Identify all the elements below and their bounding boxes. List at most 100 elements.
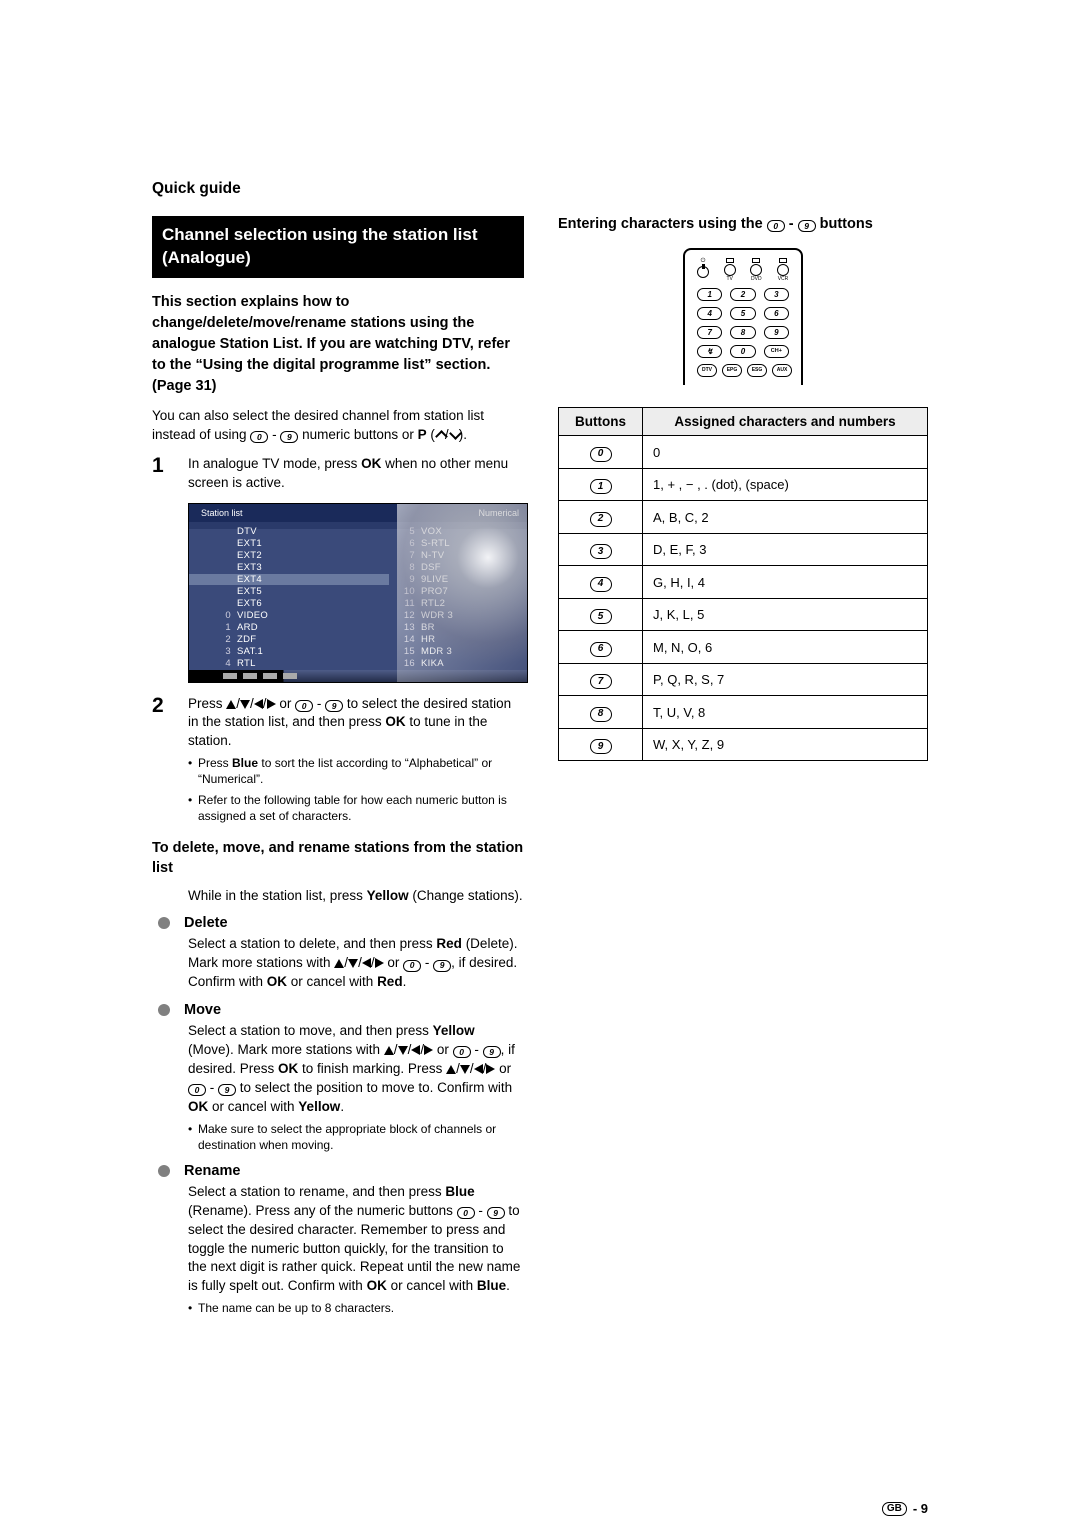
remote-keypad: 1 2 3 4 5 6 7 8 9 ↯ 0 CH+ xyxy=(697,288,789,358)
key-9-icon: 9 xyxy=(218,1084,236,1096)
ok-label: OK xyxy=(278,1061,298,1076)
tri-left-icon xyxy=(411,1045,420,1055)
page-num-text: - 9 xyxy=(913,1501,928,1516)
tri-down-icon xyxy=(460,1065,470,1074)
step-number: 1 xyxy=(152,455,170,493)
red-label: Red xyxy=(377,974,403,989)
remote-key-chplus: CH+ xyxy=(764,345,789,358)
tri-right-icon xyxy=(424,1045,433,1055)
txt: (Change stations). xyxy=(409,888,523,903)
ok-label: OK xyxy=(361,456,381,471)
key-9-icon: 9 xyxy=(483,1046,501,1058)
delete-body: Select a station to delete, and then pre… xyxy=(188,935,524,992)
txt: (Move). Mark more stations with xyxy=(188,1042,384,1057)
txt: or cancel with xyxy=(287,974,377,989)
remote-key-4: 4 xyxy=(697,307,722,320)
table-chars: A, B, C, 2 xyxy=(643,501,928,534)
table-chars: J, K, L, 5 xyxy=(643,598,928,631)
txt: . xyxy=(340,1099,344,1114)
remote-bottom-row: DTV EPG ESG AUX xyxy=(697,364,789,377)
th-buttons: Buttons xyxy=(559,408,643,436)
tri-up-icon xyxy=(384,1046,394,1055)
txt: buttons xyxy=(816,216,873,232)
blue-label: Blue xyxy=(477,1278,506,1293)
table-key-5: 5 xyxy=(590,609,612,624)
tri-left-icon xyxy=(474,1064,483,1074)
remote-key-0: 0 xyxy=(730,345,755,358)
key-9-icon: 9 xyxy=(280,431,298,443)
txt: to select the position to move to. Confi… xyxy=(236,1080,512,1095)
remote-key-7: 7 xyxy=(697,326,722,339)
txt: - xyxy=(785,216,798,232)
remote-key-9: 9 xyxy=(764,326,789,339)
bullet-dot-icon xyxy=(158,1004,170,1016)
power-icon xyxy=(697,266,709,278)
tri-down-icon xyxy=(398,1046,408,1055)
table-key-9: 9 xyxy=(590,739,612,754)
char-table: Buttons Assigned characters and numbers … xyxy=(558,407,928,761)
edit-intro: While in the station list, press Yellow … xyxy=(188,887,524,906)
sl-title: Station list xyxy=(201,508,243,518)
remote-key-6: 6 xyxy=(764,307,789,320)
remote-key-2: 2 xyxy=(730,288,755,301)
key-9-icon: 9 xyxy=(433,960,451,972)
table-key-3: 3 xyxy=(590,544,612,559)
ok-label: OK xyxy=(188,1099,208,1114)
edit-heading: To delete, move, and rename stations fro… xyxy=(152,838,524,879)
tri-left-icon xyxy=(254,699,263,709)
page-number: GB - 9 xyxy=(882,1501,928,1516)
txt: Select a station to rename, and then pre… xyxy=(188,1184,445,1199)
step2-bullet1: Press Blue to sort the list according to… xyxy=(188,755,524,787)
section-title: Channel selection using the station list… xyxy=(152,216,524,278)
table-key-4: 4 xyxy=(590,577,612,592)
txt: or cancel with xyxy=(387,1278,477,1293)
sl-col2: 5VOX6S-RTL7N-TV8DSF99LIVE10PRO711RTL212W… xyxy=(401,526,453,669)
yellow-label: Yellow xyxy=(433,1023,475,1038)
bullet-dot-icon xyxy=(158,917,170,929)
txt: or xyxy=(276,696,296,711)
remote-key-3: 3 xyxy=(764,288,789,301)
remote-key-esg: ESG xyxy=(747,364,767,377)
table-chars: D, E, F, 3 xyxy=(643,533,928,566)
remote-illustration: ⏻ TV DVD VCR 1 2 3 4 5 6 7 8 9 ↯ 0 xyxy=(683,248,803,385)
rename-body: Select a station to rename, and then pre… xyxy=(188,1183,524,1317)
key-0-icon: 0 xyxy=(403,960,421,972)
entering-chars-heading: Entering characters using the 0 - 9 butt… xyxy=(558,216,928,232)
circle-icon xyxy=(750,264,762,276)
move-body: Select a station to move, and then press… xyxy=(188,1022,524,1153)
sl-col1: DTVEXT1EXT2EXT3EXT4EXT5EXT60VIDEO1ARD2ZD… xyxy=(217,526,389,669)
ok-label: OK xyxy=(385,714,405,729)
table-chars: T, U, V, 8 xyxy=(643,696,928,729)
yellow-label: Yellow xyxy=(367,888,409,903)
intro-text: This section explains how to change/dele… xyxy=(152,292,524,397)
remote-key-dtv: DTV xyxy=(697,364,717,377)
table-chars: P, Q, R, S, 7 xyxy=(643,663,928,696)
txt: or cancel with xyxy=(208,1099,298,1114)
remote-key-epg: EPG xyxy=(722,364,742,377)
txt: (Rename). Press any of the numeric butto… xyxy=(188,1203,457,1218)
chev-up-icon xyxy=(435,430,445,440)
txt: to finish marking. Press xyxy=(298,1061,446,1076)
move-note: Make sure to select the appropriate bloc… xyxy=(188,1121,524,1153)
chev-down-icon xyxy=(449,430,459,440)
table-key-6: 6 xyxy=(590,642,612,657)
station-list-screenshot: Station list Numerical DTVEXT1EXT2EXT3EX… xyxy=(188,503,528,683)
table-chars: W, X, Y, Z, 9 xyxy=(643,728,928,761)
th-chars: Assigned characters and numbers xyxy=(643,408,928,436)
txt: . xyxy=(403,974,407,989)
table-chars: 1, + , − , . (dot), (space) xyxy=(643,468,928,501)
txt: . xyxy=(506,1278,510,1293)
bullet-dot-icon xyxy=(158,1165,170,1177)
remote-key-flash: ↯ xyxy=(697,345,722,358)
circle-icon xyxy=(777,264,789,276)
yellow-label: Yellow xyxy=(298,1099,340,1114)
table-key-8: 8 xyxy=(590,707,612,722)
txt: numeric buttons or xyxy=(302,427,418,442)
blue-label: Blue xyxy=(445,1184,474,1199)
txt: . xyxy=(463,427,467,442)
delete-label: Delete xyxy=(184,915,228,931)
move-label: Move xyxy=(184,1002,221,1018)
remote-key-aux: AUX xyxy=(772,364,792,377)
txt: Select a station to delete, and then pre… xyxy=(188,936,436,951)
key-9-icon: 9 xyxy=(487,1207,505,1219)
